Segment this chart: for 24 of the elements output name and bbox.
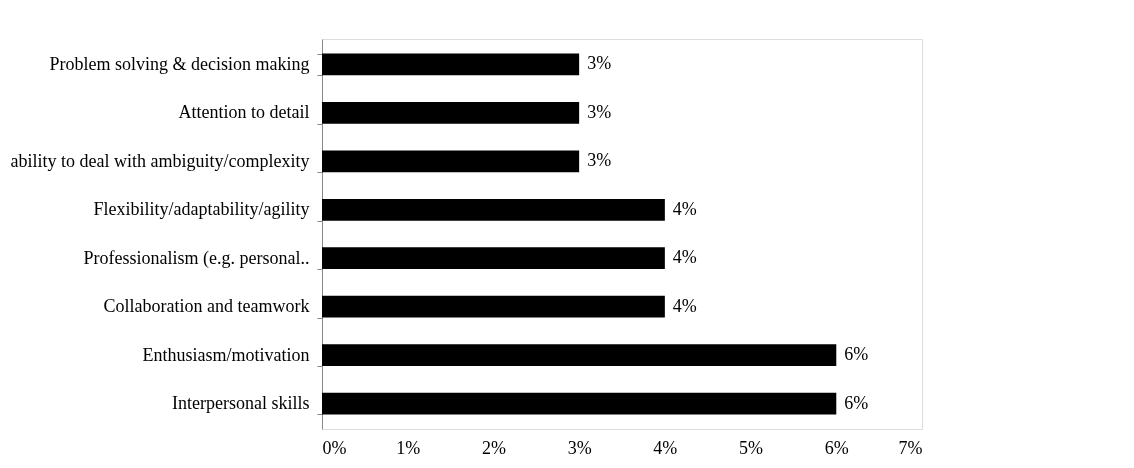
y-tick-label: Professionalism (e.g. personal.. (83, 247, 310, 269)
x-tick-label: 7% (898, 437, 923, 458)
data-label: 6% (844, 344, 869, 365)
data-label: 6% (844, 392, 869, 413)
data-label: 3% (587, 101, 612, 122)
x-tick-label: 6% (824, 437, 849, 458)
y-tick-label: Interpersonal skills (172, 393, 310, 414)
data-label: 3% (587, 53, 612, 74)
y-tick-label: ability to deal with ambiguity/complexity (10, 150, 310, 171)
data-label: 4% (672, 295, 697, 316)
x-tick-label: 1% (396, 437, 421, 458)
x-tick-label: 3% (567, 437, 592, 458)
data-label: 4% (672, 247, 697, 268)
y-tick-label: Attention to detail (178, 102, 310, 123)
y-tick-label: Problem solving & decision making (49, 53, 310, 74)
y-tick-label: Flexibility/adaptability/agility (93, 199, 310, 220)
x-tick-label: 4% (653, 437, 678, 458)
data-label: 3% (587, 150, 612, 171)
y-tick-label: Enthusiasm/motivation (142, 344, 310, 365)
data-label: 4% (672, 198, 697, 219)
x-tick-label: 0% (322, 437, 347, 458)
x-tick-label: 2% (481, 437, 506, 458)
y-tick-label: Collaboration and teamwork (103, 296, 310, 317)
x-tick-label: 5% (739, 437, 764, 458)
